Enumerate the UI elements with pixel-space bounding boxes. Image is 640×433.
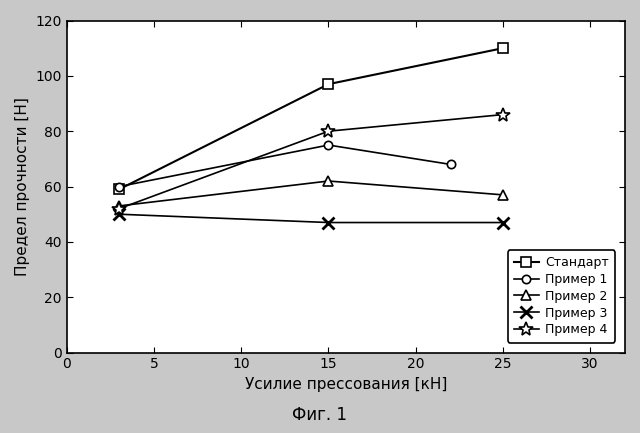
Пример 2	[324, 178, 332, 184]
Line: Пример 2: Пример 2	[115, 176, 508, 211]
Пример 1	[115, 184, 123, 189]
Стандарт	[324, 81, 332, 87]
Пример 3	[499, 220, 507, 225]
Line: Пример 1: Пример 1	[115, 141, 455, 191]
Пример 2	[499, 192, 507, 197]
Text: Фиг. 1: Фиг. 1	[292, 406, 348, 424]
Line: Пример 3: Пример 3	[113, 209, 508, 228]
Пример 4	[499, 112, 507, 117]
Пример 2	[115, 204, 123, 209]
Пример 3	[324, 220, 332, 225]
X-axis label: Усилие прессования [кН]: Усилие прессования [кН]	[244, 377, 447, 392]
Legend: Стандарт, Пример 1, Пример 2, Пример 3, Пример 4: Стандарт, Пример 1, Пример 2, Пример 3, …	[508, 250, 615, 343]
Пример 4	[324, 129, 332, 134]
Y-axis label: Предел прочности [H]: Предел прочности [H]	[15, 97, 30, 276]
Line: Стандарт: Стандарт	[115, 43, 508, 194]
Пример 1	[324, 142, 332, 148]
Стандарт	[115, 187, 123, 192]
Стандарт	[499, 45, 507, 51]
Пример 3	[115, 212, 123, 217]
Пример 4	[115, 206, 123, 211]
Пример 1	[447, 162, 454, 167]
Line: Пример 4: Пример 4	[112, 108, 510, 216]
